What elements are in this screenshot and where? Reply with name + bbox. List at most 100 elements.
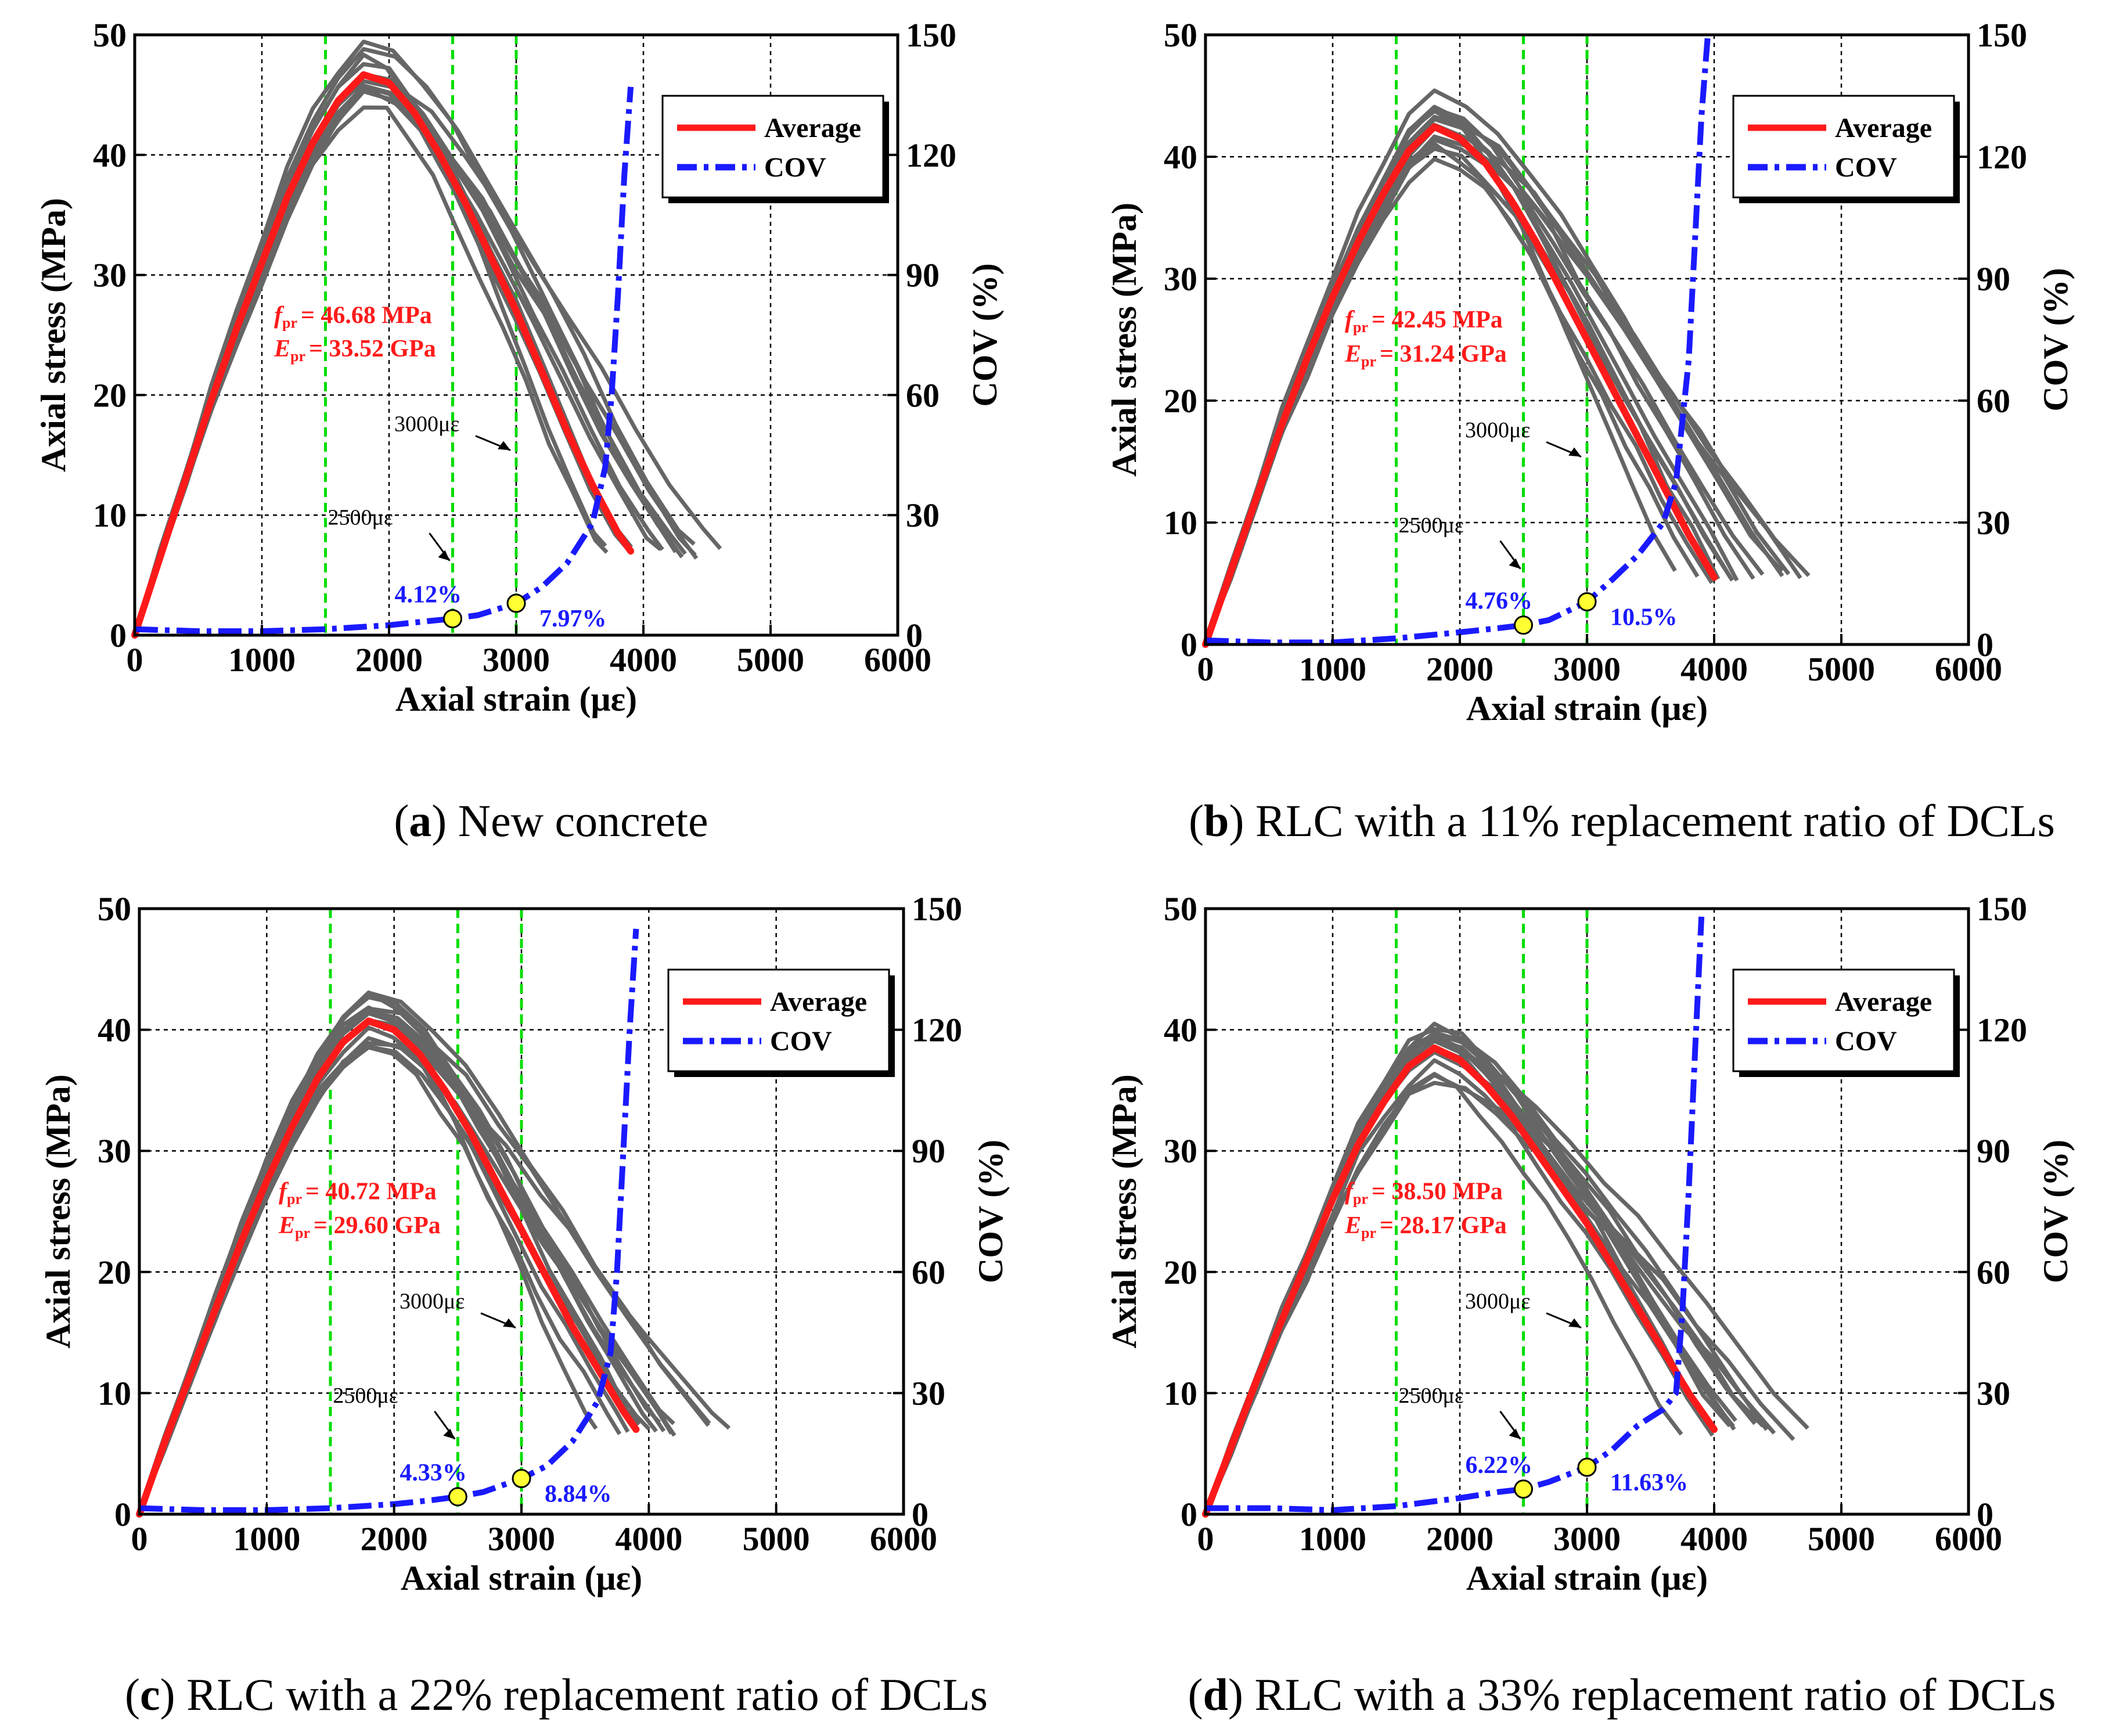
y-left-tick-label: 20 — [1164, 382, 1197, 420]
panel-caption-a: (a) New concrete — [394, 795, 708, 846]
y-right-axis-label: COV (%) — [966, 263, 1004, 406]
y-left-tick-label: 40 — [1164, 138, 1197, 176]
legend-label-cov: COV — [764, 152, 826, 183]
x-axis-label: Axial strain (με) — [1466, 1559, 1708, 1597]
peak-stress-annotation: fpr = 46.68 MPa — [274, 302, 432, 331]
legend: Average COV — [667, 968, 895, 1077]
y-right-tick-label: 120 — [1977, 1011, 2027, 1049]
panel-caption-d: (d) RLC with a 33% replacement ratio of … — [1188, 1669, 2056, 1720]
annotation-3000: 3000με — [394, 412, 459, 436]
x-tick-label: 5000 — [1808, 1520, 1875, 1558]
annotation-2500: 2500με — [333, 1384, 398, 1408]
arrowhead-2500 — [438, 550, 450, 561]
x-tick-label: 2000 — [1426, 1520, 1494, 1558]
y-right-tick-label: 90 — [912, 1132, 945, 1170]
y-left-tick-label: 0 — [114, 1496, 131, 1533]
x-tick-label: 3000 — [1553, 650, 1621, 688]
y-left-tick-label: 20 — [93, 376, 127, 414]
cov-marker-2500 — [443, 609, 462, 629]
y-right-tick-label: 60 — [906, 376, 940, 414]
cov-marker-3000 — [1577, 1457, 1597, 1477]
x-tick-label: 0 — [1197, 1520, 1214, 1558]
x-axis-label: Axial strain (με) — [1466, 689, 1708, 727]
cov-label-3000: 7.97% — [539, 606, 607, 632]
specimen-curve — [1205, 1072, 1683, 1514]
specimen-curve — [135, 47, 696, 634]
cov-marker-3000 — [1577, 592, 1597, 611]
y-left-tick-label: 10 — [1164, 504, 1197, 542]
y-right-tick-label: 60 — [1977, 1254, 2010, 1291]
cov-label-2500: 4.76% — [1466, 588, 1533, 615]
x-tick-label: 6000 — [864, 641, 931, 679]
peak-stress-annotation: fpr = 42.45 MPa — [1345, 307, 1503, 336]
y-left-tick-label: 30 — [1164, 260, 1197, 298]
y-left-axis-label: Axial stress (MPa) — [39, 1074, 77, 1348]
y-left-tick-label: 30 — [93, 257, 127, 294]
specimen-curve — [135, 105, 609, 635]
y-right-tick-label: 120 — [912, 1011, 962, 1049]
cov-marker-2500 — [448, 1487, 467, 1507]
y-left-tick-label: 10 — [1164, 1374, 1197, 1412]
cov-label-3000: 10.5% — [1610, 604, 1678, 631]
average-curve — [1202, 1044, 1718, 1518]
legend: Average COV — [1732, 95, 1960, 203]
x-tick-label: 4000 — [615, 1520, 682, 1558]
y-left-tick-label: 50 — [1164, 16, 1197, 54]
specimen-curve — [139, 1025, 630, 1514]
specimen-curve — [139, 991, 641, 1514]
legend-label-average: Average — [1835, 986, 1932, 1017]
y-right-tick-label: 150 — [912, 890, 962, 928]
annotation-3000: 3000με — [1465, 418, 1530, 442]
y-left-axis-label: Axial stress (MPa) — [34, 198, 73, 472]
y-right-tick-label: 30 — [906, 496, 940, 534]
x-tick-label: 2000 — [1426, 650, 1494, 688]
specimen-curves — [1205, 88, 1811, 644]
legend-label-cov: COV — [1835, 1026, 1897, 1057]
y-left-tick-label: 30 — [98, 1132, 131, 1170]
annotation-2500: 2500με — [1399, 1384, 1464, 1408]
peak-stress-annotation: fpr = 38.50 MPa — [1345, 1179, 1503, 1208]
y-left-tick-label: 40 — [93, 136, 127, 174]
y-right-tick-label: 90 — [906, 257, 940, 294]
y-right-tick-label: 0 — [1977, 1496, 1993, 1533]
arrowhead-2500 — [443, 1428, 455, 1439]
arrowhead-3000 — [503, 1318, 516, 1328]
cov-label-3000: 8.84% — [545, 1481, 612, 1508]
arrowhead-3000 — [498, 441, 510, 451]
cov-marker-3000 — [506, 593, 526, 613]
x-tick-label: 0 — [1197, 650, 1214, 688]
cov-marker-2500 — [1514, 615, 1533, 635]
y-right-axis-label: COV (%) — [971, 1140, 1010, 1283]
x-tick-label: 3000 — [1553, 1520, 1621, 1558]
y-left-tick-label: 20 — [98, 1254, 131, 1291]
y-left-tick-label: 40 — [1164, 1011, 1197, 1049]
cov-label-3000: 11.63% — [1610, 1470, 1688, 1496]
x-tick-label: 6000 — [870, 1520, 937, 1558]
x-tick-label: 1000 — [1299, 1520, 1366, 1558]
legend-label-average: Average — [1835, 113, 1932, 143]
y-left-tick-label: 50 — [1164, 890, 1197, 928]
x-tick-label: 3000 — [483, 641, 550, 679]
y-right-tick-label: 60 — [1977, 382, 2010, 420]
x-tick-label: 2000 — [361, 1520, 428, 1558]
annotation-3000: 3000με — [1465, 1289, 1530, 1313]
y-right-tick-label: 150 — [1977, 890, 2027, 928]
y-left-axis-label: Axial stress (MPa) — [1105, 203, 1143, 477]
y-left-tick-label: 0 — [110, 617, 127, 654]
x-tick-label: 5000 — [1808, 650, 1875, 688]
y-left-tick-label: 50 — [98, 890, 131, 928]
cov-marker-2500 — [1514, 1479, 1533, 1499]
y-right-tick-label: 120 — [906, 136, 956, 174]
specimen-curve — [1205, 1081, 1776, 1512]
elastic-modulus-annotation: Epr = 29.60 GPa — [278, 1212, 441, 1241]
elastic-modulus-annotation: Epr = 33.52 GPa — [274, 336, 436, 365]
x-tick-label: 4000 — [1680, 650, 1748, 688]
annotation-2500: 2500με — [1399, 513, 1464, 538]
chart-panel-c: 4.33% 8.84% 3000με 2500με fpr = 40.72 MPa Epr =… — [39, 890, 1010, 1720]
cov-label-2500: 4.12% — [395, 582, 462, 608]
x-tick-label: 4000 — [1680, 1520, 1748, 1558]
y-right-tick-label: 90 — [1977, 1132, 2010, 1170]
elastic-modulus-annotation: Epr = 28.17 GPa — [1344, 1212, 1507, 1241]
y-left-axis-label: Axial stress (MPa) — [1105, 1074, 1143, 1348]
